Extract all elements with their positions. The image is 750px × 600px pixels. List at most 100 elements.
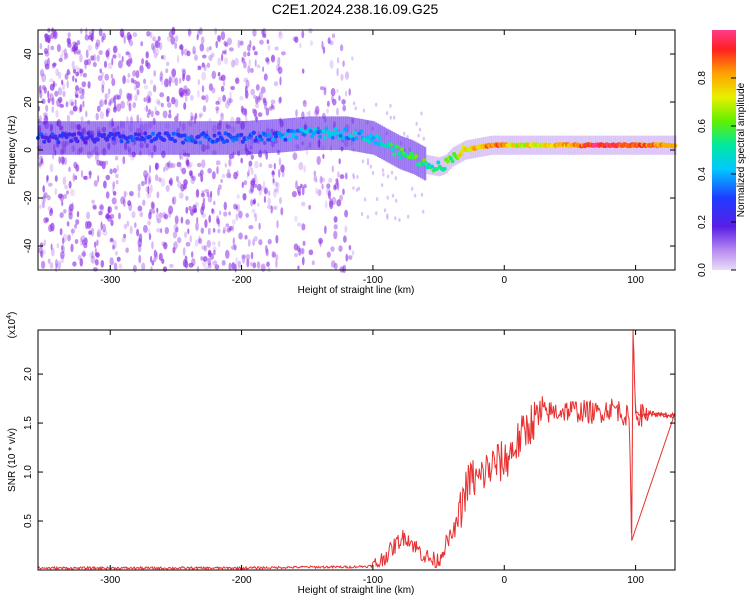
noise-speckle	[250, 154, 254, 160]
noise-speckle	[114, 105, 118, 111]
noise-speckle	[74, 239, 79, 244]
noise-speckle	[332, 98, 337, 106]
noise-speckle	[59, 228, 63, 236]
snr-y-label: SNR (10 * v/v)	[7, 428, 18, 492]
noise-speckle	[166, 95, 170, 103]
noise-speckle	[224, 42, 229, 48]
noise-speckle	[54, 188, 57, 196]
noise-speckle	[190, 116, 194, 121]
noise-speckle	[49, 163, 54, 173]
signal-point	[239, 132, 244, 137]
noise-speckle	[158, 252, 163, 261]
noise-speckle	[321, 40, 324, 50]
noise-speckle	[342, 104, 347, 112]
noise-speckle	[267, 238, 272, 245]
noise-speckle	[329, 59, 334, 69]
noise-speckle	[200, 256, 204, 261]
noise-speckle	[76, 49, 81, 54]
noise-speckle	[132, 70, 137, 77]
noise-speckle	[216, 35, 221, 42]
noise-speckle	[195, 189, 200, 198]
noise-speckle	[154, 106, 157, 113]
spectrogram-x-tick-label: -100	[363, 275, 383, 286]
noise-speckle	[278, 97, 282, 104]
noise-speckle	[217, 228, 221, 234]
noise-speckle	[72, 75, 75, 82]
noise-speckle	[232, 237, 235, 246]
signal-point	[78, 132, 83, 137]
noise-speckle	[235, 256, 238, 265]
noise-speckle	[327, 37, 331, 44]
noise-speckle	[183, 102, 187, 110]
noise-speckle	[112, 168, 117, 174]
noise-speckle	[225, 223, 230, 228]
noise-speckle	[199, 112, 204, 118]
noise-speckle	[154, 162, 160, 170]
signal-halo	[418, 143, 421, 178]
noise-speckle	[40, 158, 44, 164]
noise-speckle	[383, 208, 387, 213]
noise-speckle	[336, 57, 340, 64]
noise-speckle	[151, 260, 155, 266]
noise-speckle	[139, 65, 144, 74]
noise-speckle	[263, 187, 269, 195]
noise-speckle	[155, 98, 161, 104]
noise-speckle	[360, 212, 364, 216]
signal-point	[351, 137, 356, 142]
noise-speckle	[218, 76, 223, 81]
noise-speckle	[58, 57, 63, 63]
noise-speckle	[212, 171, 216, 180]
noise-speckle	[200, 36, 205, 44]
noise-speckle	[210, 190, 213, 198]
noise-speckle	[160, 70, 163, 79]
noise-speckle	[181, 68, 187, 73]
signal-halo	[288, 118, 291, 152]
noise-speckle	[63, 209, 67, 214]
signal-halo	[99, 121, 102, 155]
signal-halo	[183, 121, 186, 155]
noise-speckle	[280, 207, 284, 216]
noise-speckle	[160, 228, 163, 234]
signal-halo	[164, 121, 167, 155]
signal-halo	[179, 121, 182, 155]
signal-point	[264, 133, 269, 138]
noise-speckle	[39, 42, 43, 50]
noise-speckle	[176, 175, 179, 183]
noise-speckle	[331, 165, 334, 173]
noise-speckle	[234, 263, 237, 273]
noise-speckle	[318, 237, 323, 244]
noise-speckle	[163, 78, 169, 88]
noise-speckle	[44, 192, 48, 199]
noise-speckle	[260, 86, 266, 94]
noise-speckle	[165, 68, 169, 74]
signal-halo	[361, 119, 364, 153]
noise-speckle	[101, 79, 105, 89]
signal-point	[135, 136, 140, 141]
signal-point	[210, 139, 215, 144]
noise-speckle	[134, 222, 137, 229]
noise-speckle	[254, 183, 258, 189]
signal-point	[308, 129, 313, 134]
noise-speckle	[70, 228, 76, 234]
noise-speckle	[155, 212, 159, 221]
noise-speckle	[270, 54, 276, 63]
noise-speckle	[315, 187, 318, 195]
noise-speckle	[292, 152, 298, 160]
noise-speckle	[336, 199, 342, 207]
noise-speckle	[96, 228, 102, 238]
noise-speckle	[121, 237, 127, 243]
svg-text:(x104): (x104)	[6, 312, 18, 339]
noise-speckle	[113, 95, 116, 103]
noise-speckle	[266, 39, 270, 44]
noise-speckle	[45, 104, 49, 112]
noise-speckle	[217, 220, 221, 228]
spectrogram-y-tick-label: -20	[23, 190, 34, 205]
noise-speckle	[150, 201, 154, 210]
noise-speckle	[75, 93, 79, 99]
noise-speckle	[40, 250, 44, 259]
noise-speckle	[270, 99, 276, 105]
noise-speckle	[262, 66, 265, 72]
noise-speckle	[296, 222, 302, 227]
noise-speckle	[415, 121, 418, 126]
noise-speckle	[112, 54, 117, 59]
